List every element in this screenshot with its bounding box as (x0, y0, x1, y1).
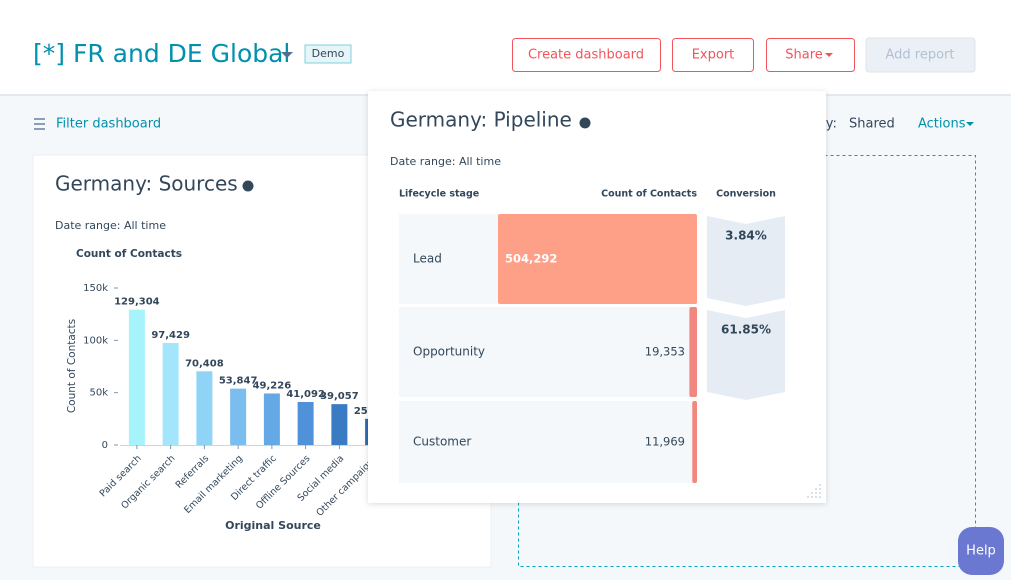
y-tick-label: 0 (102, 440, 108, 451)
conversion-chevron (707, 310, 785, 400)
filter-dashboard[interactable]: Filter dashboard (56, 117, 161, 132)
bar (331, 404, 348, 445)
stage-label: Lead (413, 252, 442, 266)
share-button[interactable] (766, 38, 855, 72)
export-button[interactable] (672, 38, 754, 72)
filter-icon[interactable] (34, 118, 45, 130)
conversion-label: 3.84% (725, 229, 767, 243)
data-label: 53,847 (219, 376, 258, 387)
funnel-bar (692, 401, 697, 483)
funnel-bar (498, 214, 697, 304)
share-caret[interactable] (825, 53, 833, 57)
y-axis-label: Count of Contacts (66, 319, 78, 413)
row-background (399, 307, 697, 397)
column-header: Count of Contacts (601, 189, 697, 200)
title-caret[interactable] (281, 52, 293, 58)
column-header: Lifecycle stage (399, 189, 479, 200)
bar (128, 309, 145, 445)
bar (196, 371, 213, 445)
funnel-chart: Lead 504,292 Opportunity 19,353 Customer 11,9… (399, 214, 785, 483)
info-icon[interactable] (242, 180, 254, 192)
count-label: 19,353 (645, 345, 685, 359)
x-axis-label: Original Source (225, 519, 321, 532)
conversion-label: 61.85% (721, 323, 771, 337)
data-label: 39,057 (320, 391, 359, 402)
button-label[interactable]: Share (785, 48, 823, 63)
bar (162, 343, 179, 445)
create-dashboard-button[interactable] (512, 38, 661, 72)
data-label: 41,092 (286, 389, 325, 400)
data-label: 97,429 (151, 330, 190, 341)
popup-title: Germany: Pipeline (390, 108, 572, 132)
row-background (399, 401, 697, 483)
bar (230, 388, 247, 445)
count-label: 11,969 (645, 435, 685, 449)
actions-caret[interactable] (966, 122, 974, 126)
demo-badge (304, 44, 352, 64)
date-range: Date range: All time (390, 155, 501, 168)
add-report-button[interactable] (865, 37, 976, 73)
resize-grip[interactable] (807, 484, 821, 498)
data-label: 70,408 (185, 358, 224, 369)
button-label[interactable]: Export (692, 48, 735, 63)
column-header: Conversion (716, 189, 776, 200)
bar (263, 393, 280, 445)
bar (297, 401, 314, 445)
info-icon[interactable] (579, 117, 591, 129)
dashboard-title[interactable]: [*] FR and DE Global (33, 39, 290, 68)
actions-menu[interactable]: Actions (918, 117, 966, 132)
stage-label: Opportunity (413, 345, 485, 359)
stage-label: Customer (413, 435, 471, 449)
data-label: 129,304 (114, 297, 160, 308)
y-tick-label: 50k (89, 388, 108, 399)
funnel-bar (689, 307, 697, 397)
y-tick-label: 150k (83, 283, 108, 294)
button-label[interactable]: Create dashboard (528, 48, 644, 63)
help-label[interactable]: Help (966, 544, 996, 559)
card-title: Germany: Sources (55, 172, 238, 196)
visibility-value[interactable]: Shared (849, 117, 895, 132)
button-label[interactable]: Add report (885, 48, 954, 63)
conversion-chevron (707, 216, 785, 306)
y-tick-label: 100k (83, 335, 108, 346)
date-range: Date range: All time (55, 219, 166, 232)
count-label: 504,292 (505, 252, 557, 266)
data-label: 49,226 (253, 380, 292, 391)
badge-text: Demo (312, 47, 345, 60)
help-button[interactable] (958, 527, 1004, 575)
y-title: Count of Contacts (76, 248, 182, 260)
